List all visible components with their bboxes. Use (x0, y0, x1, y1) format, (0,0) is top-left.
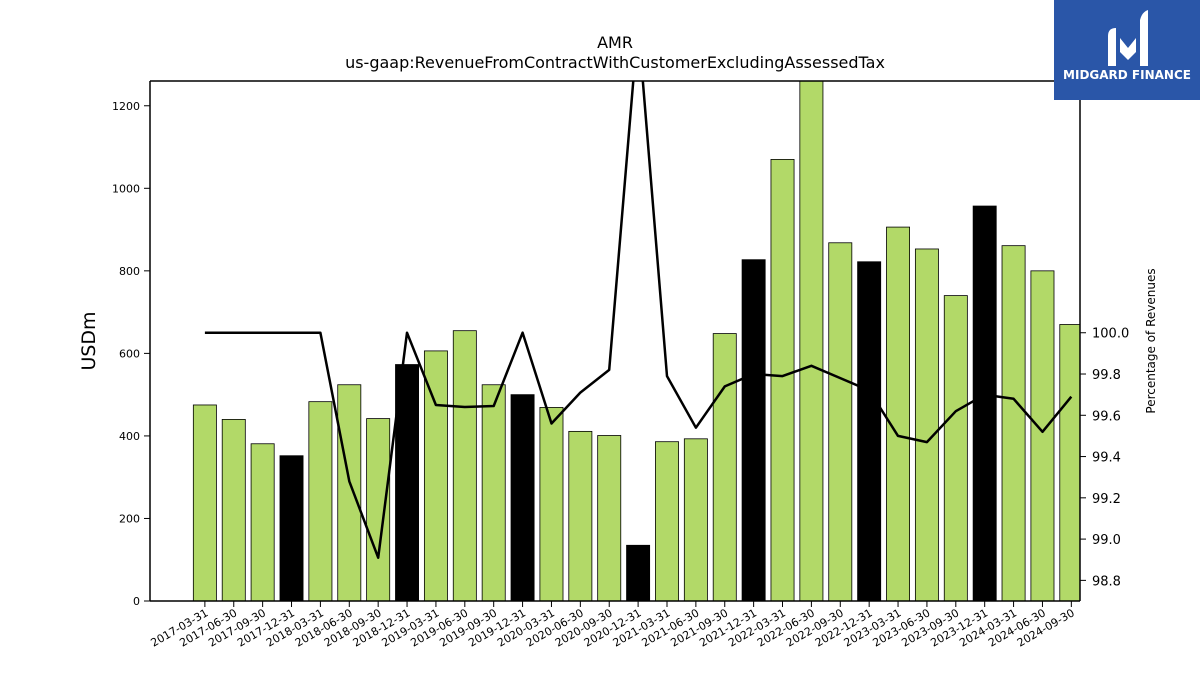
bar (539, 407, 564, 601)
logo-mark-icon (1108, 10, 1148, 66)
bar (221, 419, 246, 601)
y2-axis-label: Percentage of Revenues (1144, 268, 1158, 413)
bar (712, 333, 737, 601)
bar (1001, 245, 1026, 601)
y2-tick-label: 99.8 (1092, 368, 1121, 383)
bar (395, 364, 420, 601)
chart-subtitle: us-gaap:RevenueFromContractWithCustomerE… (345, 53, 885, 72)
bar (597, 435, 622, 601)
bar (1059, 324, 1080, 601)
bar (568, 430, 593, 601)
bar (337, 384, 362, 601)
y-tick-label: 600 (119, 347, 140, 360)
bars (192, 81, 1080, 601)
bar (857, 261, 882, 601)
bar (308, 401, 333, 601)
bar (279, 455, 304, 601)
ratio-line (204, 81, 1073, 559)
bar (366, 418, 391, 601)
y2-tick-label: 100.0 (1092, 327, 1129, 342)
bar (914, 248, 939, 601)
y-tick-label: 0 (133, 595, 140, 608)
bar (886, 226, 910, 601)
logo-text: MIDGARD FINANCE (1063, 68, 1191, 82)
y2-tick-label: 99.2 (1092, 492, 1121, 507)
chart-title: AMR (597, 33, 633, 52)
bar (250, 443, 275, 601)
y-tick-label: 1200 (112, 100, 140, 113)
y-tick-label: 200 (119, 512, 140, 525)
bar (192, 404, 217, 601)
bar (510, 394, 535, 601)
bar (626, 544, 651, 601)
bar (452, 330, 477, 601)
y-axis-label: USDm (78, 311, 100, 370)
y-tick-label: 400 (119, 430, 140, 443)
bar (943, 295, 968, 601)
y-tick-label: 800 (119, 265, 140, 278)
logo: MIDGARD FINANCE (1054, 0, 1200, 100)
y-tick-label: 1000 (112, 182, 140, 195)
y2-tick-label: 98.8 (1092, 574, 1121, 589)
y2-tick-label: 99.0 (1092, 533, 1121, 548)
y2-tick-label: 99.4 (1092, 451, 1121, 466)
bar (481, 384, 506, 601)
bar (799, 81, 824, 601)
bar (828, 242, 853, 601)
bar (655, 441, 679, 601)
bar (1030, 270, 1055, 601)
bar (972, 205, 997, 601)
bar (770, 159, 795, 601)
y2-tick-label: 99.6 (1092, 409, 1121, 424)
ratio-line-group (204, 81, 1073, 559)
bar (683, 438, 708, 601)
bar (741, 259, 766, 601)
bar (423, 350, 448, 601)
